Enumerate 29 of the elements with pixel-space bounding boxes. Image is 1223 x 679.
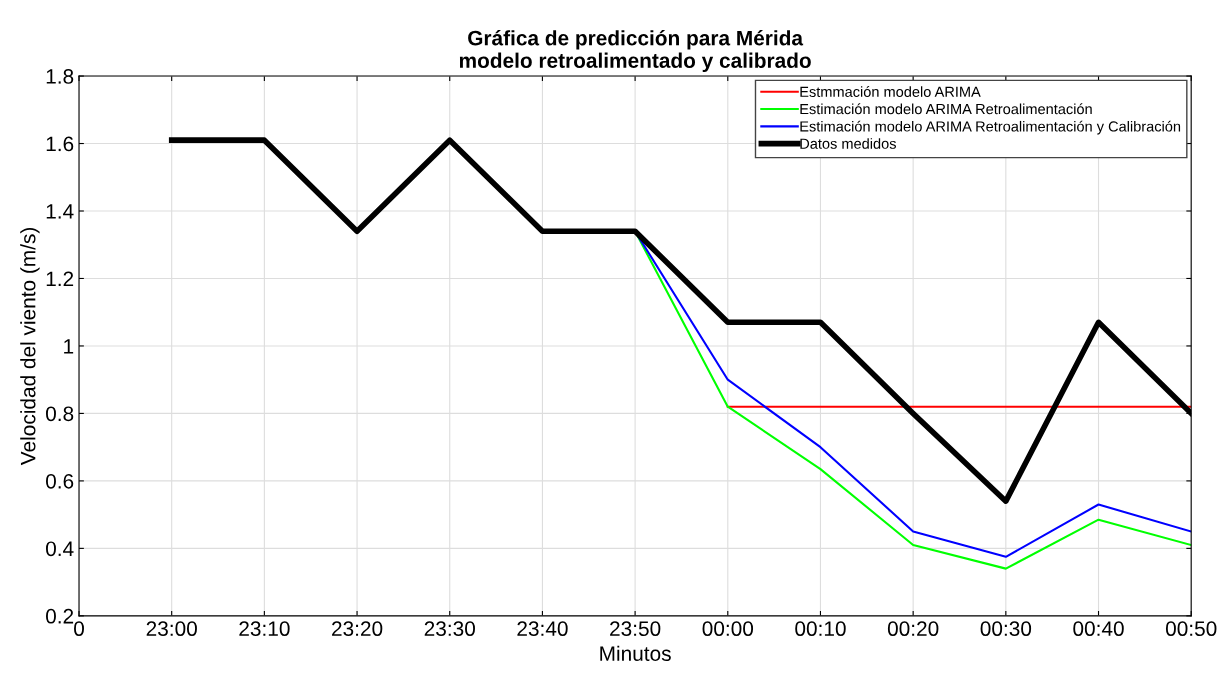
y-tick-label: 1	[64, 339, 74, 354]
legend-label: Estimación modelo ARIMA Retroalimentación y Calibración	[800, 120, 1181, 135]
y-tick-label: 1.8	[46, 69, 74, 84]
x-tick-label: 00:40	[1073, 621, 1124, 637]
y-tick-label: 0.8	[46, 406, 74, 422]
x-tick-label: 23:30	[424, 621, 475, 637]
y-tick-label: 1.4	[46, 204, 74, 219]
x-tick-label: 23:40	[517, 621, 568, 637]
y-tick-label: 0.6	[46, 473, 74, 489]
y-tick-label: 1.6	[46, 136, 74, 152]
x-tick-label: 23:50	[610, 621, 661, 637]
y-axis-title: Velocidad del viento (m/s)	[20, 227, 40, 466]
y-tick-label: 0.4	[46, 541, 74, 557]
legend-label: Datos medidos	[800, 138, 896, 149]
x-tick-label: 23:00	[146, 621, 197, 637]
x-tick-label: 00:00	[702, 621, 754, 637]
chart-title: Gráfica de predicción para Mérida modelo retroalimentado y calibrado	[459, 29, 811, 73]
legend-label: Estmmación modelo ARIMA	[800, 86, 981, 97]
x-tick-label: 23:20	[332, 621, 383, 637]
y-tick-label: 0.2	[46, 608, 74, 624]
x-tick-label: 0	[74, 621, 84, 637]
x-axis-title: Minutos	[600, 645, 671, 661]
x-tick-label: 23:10	[239, 621, 290, 637]
x-tick-label: 00:20	[887, 621, 939, 637]
x-tick-label: 00:50	[1165, 621, 1217, 637]
x-tick-label: 00:30	[980, 621, 1032, 637]
y-tick-label: 1.2	[46, 271, 74, 287]
x-tick-label: 00:10	[795, 621, 846, 637]
legend-label: Estimación modelo ARIMA Retroalimentación	[800, 103, 1092, 115]
